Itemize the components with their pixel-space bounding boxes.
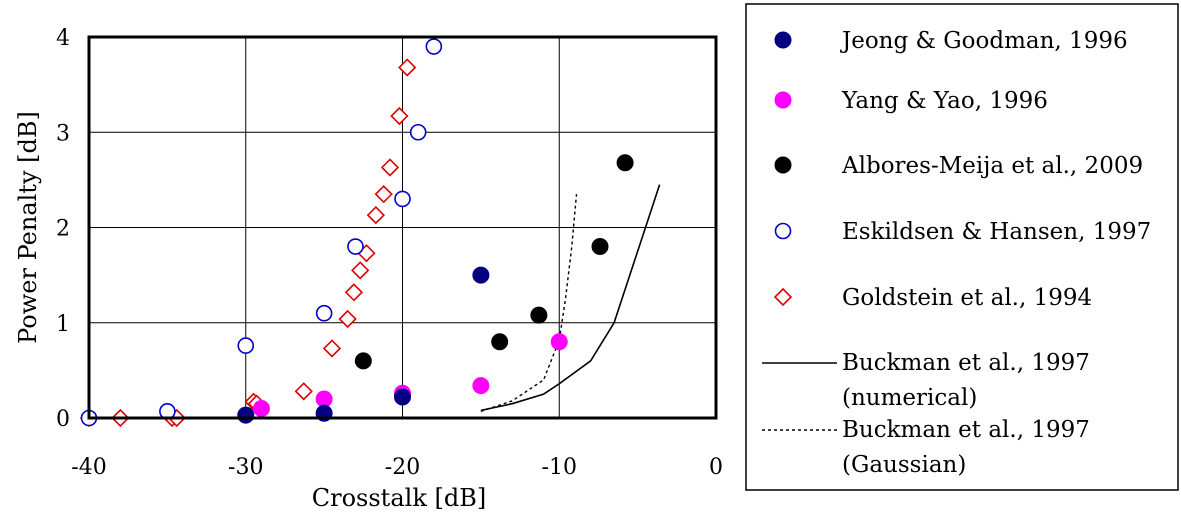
data-point: [344, 283, 364, 302]
data-marks: [79, 38, 661, 428]
data-point: [390, 106, 409, 126]
legend-marker: [774, 222, 792, 240]
legend-label: Goldstein et al., 1994: [842, 285, 1092, 311]
y-tick-label: 1: [56, 312, 70, 337]
data-point: [394, 190, 411, 208]
legend-item: Buckman et al., 1997 (Gaussian): [762, 417, 1090, 478]
legend-label: Jeong & Goodman, 1996: [840, 28, 1128, 54]
legend-marker: [774, 91, 792, 109]
data-point: [351, 261, 370, 280]
data-point: [550, 333, 568, 351]
data-point: [237, 337, 255, 354]
legend-label: Albores-Meija et al., 2009: [841, 153, 1143, 179]
data-point: [338, 309, 357, 329]
x-tick-label: -20: [385, 455, 420, 480]
data-point: [354, 352, 372, 370]
legend-item: Buckman et al., 1997 (numerical): [762, 350, 1090, 411]
series-6: [480, 194, 578, 412]
legend-item: Jeong & Goodman, 1996: [774, 28, 1128, 54]
series-line: [480, 184, 661, 412]
data-point: [472, 377, 490, 395]
legend-label: Eskildsen & Hansen, 1997: [842, 219, 1151, 245]
data-point: [616, 154, 634, 172]
data-point: [591, 238, 609, 256]
y-tick-label: 4: [56, 26, 70, 51]
x-tick-label: -30: [228, 455, 263, 480]
data-point: [398, 58, 417, 77]
data-point: [380, 158, 400, 177]
legend-marker: [773, 287, 793, 307]
legend-item: Goldstein et al., 1994: [773, 285, 1092, 311]
data-point: [322, 339, 342, 358]
series-0: [237, 266, 490, 424]
y-tick-label: 2: [56, 217, 70, 242]
x-tick-label: -40: [71, 455, 106, 480]
data-point: [409, 123, 427, 141]
series-1: [252, 333, 568, 417]
series-3: [80, 38, 443, 427]
data-point: [491, 333, 509, 351]
data-point: [237, 406, 255, 424]
data-point: [530, 306, 548, 324]
data-point: [394, 388, 411, 406]
data-point: [366, 205, 385, 225]
y-tick-label: 0: [56, 407, 70, 432]
data-point: [425, 38, 443, 55]
series-5: [480, 184, 661, 412]
y-tick-label: 3: [56, 121, 70, 146]
plot-frame: [87, 35, 718, 420]
data-point: [294, 382, 313, 401]
x-tick-label: -10: [542, 455, 577, 480]
gridlines: [89, 37, 716, 418]
tick-labels: -40 -30 -20 -10 0 0 1 2 3 4: [56, 26, 723, 480]
legend-item: Albores-Meija et al., 2009: [774, 153, 1143, 179]
legend-marker: [774, 156, 792, 174]
series-2: [354, 154, 634, 370]
data-point: [315, 304, 333, 322]
data-point: [252, 399, 270, 417]
legend-label: Buckman et al., 1997 (Gaussian): [842, 417, 1090, 478]
legend-marker: [774, 31, 792, 49]
data-point: [374, 185, 393, 204]
legend: Jeong & Goodman, 1996 Yang & Yao, 1996 Alb…: [745, 3, 1179, 491]
data-point: [347, 238, 364, 255]
y-axis-label: Power Penalty [dB]: [14, 111, 42, 344]
x-axis-label: Crosstalk [dB]: [312, 484, 486, 512]
legend-box: [745, 3, 1179, 491]
legend-item: Eskildsen & Hansen, 1997: [774, 219, 1151, 245]
legend-label: Yang & Yao, 1996: [841, 88, 1048, 114]
data-point: [315, 390, 333, 408]
series-4: [79, 58, 417, 428]
legend-label: Buckman et al., 1997 (numerical): [842, 350, 1090, 411]
x-tick-label: 0: [709, 455, 723, 480]
legend-item: Yang & Yao, 1996: [774, 88, 1048, 114]
data-point: [472, 266, 490, 284]
series-line: [480, 194, 578, 412]
